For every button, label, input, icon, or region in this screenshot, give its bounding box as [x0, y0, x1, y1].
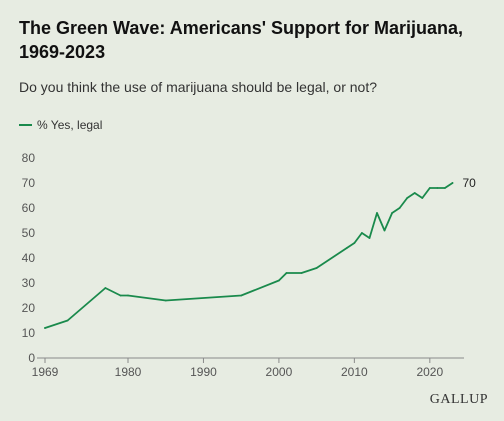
data-point: [315, 267, 318, 269]
data-point: [368, 237, 371, 239]
chart-subtitle: Do you think the use of marijuana should…: [19, 79, 378, 95]
data-point: [119, 294, 122, 297]
data-point: [285, 272, 288, 274]
y-tick-label: 0: [28, 351, 35, 365]
gallup-logo: GALLUP: [429, 392, 488, 407]
data-point: [376, 212, 378, 214]
legend-label: % Yes, legal: [37, 118, 103, 132]
end-value-label: 70: [462, 176, 476, 190]
y-tick-label: 40: [22, 251, 36, 265]
y-tick-label: 70: [22, 176, 36, 190]
data-point: [278, 279, 280, 282]
data-point: [428, 187, 431, 189]
y-tick-label: 50: [22, 226, 36, 240]
x-tick-label: 2010: [341, 365, 368, 379]
data-point: [413, 192, 416, 194]
data-point: [421, 197, 424, 199]
legend: % Yes, legal: [19, 118, 102, 132]
legend-swatch: [19, 124, 32, 126]
y-tick-label: 10: [22, 326, 36, 340]
data-point: [345, 247, 348, 249]
data-point: [127, 294, 129, 297]
y-tick-label: 20: [22, 301, 36, 315]
data-point: [436, 187, 439, 189]
data-point: [44, 327, 46, 329]
data-point: [361, 232, 363, 234]
x-tick-label: 1990: [190, 365, 217, 379]
series-line: [44, 182, 454, 329]
data-point: [451, 182, 454, 184]
x-tick-label: 2000: [266, 365, 293, 379]
data-point: [398, 207, 401, 209]
data-point: [66, 319, 69, 322]
data-point: [406, 197, 409, 199]
data-point: [353, 242, 356, 244]
chart-title: The Green Wave: Americans' Support for M…: [19, 18, 464, 62]
y-tick-label: 60: [22, 201, 36, 215]
y-tick-label: 80: [22, 151, 36, 165]
data-point: [164, 299, 167, 302]
data-point: [104, 287, 107, 289]
data-point: [444, 187, 446, 189]
x-tick-label: 2020: [416, 365, 443, 379]
data-point: [300, 272, 303, 274]
data-point: [240, 294, 243, 297]
y-tick-label: 30: [22, 276, 36, 290]
data-point: [391, 212, 393, 214]
x-tick-label: 1969: [32, 365, 59, 379]
x-tick-label: 1980: [115, 365, 142, 379]
data-point: [383, 229, 386, 232]
